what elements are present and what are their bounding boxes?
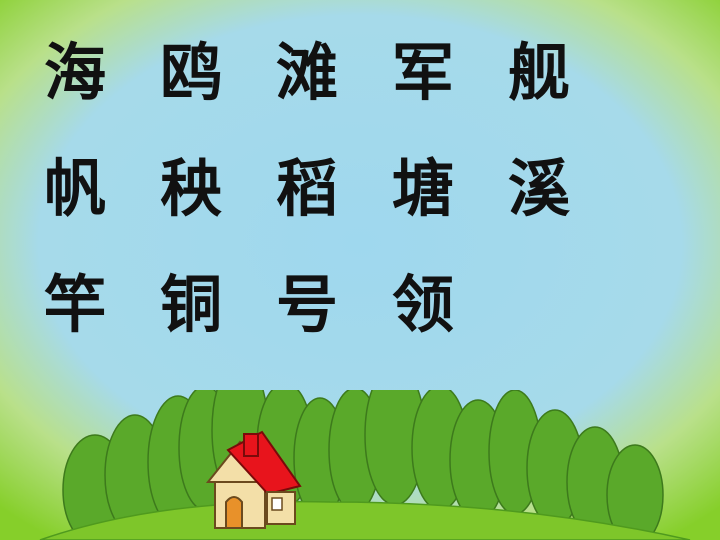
- vocab-char: 帆: [44, 152, 107, 225]
- vocab-char: 竿: [44, 268, 107, 341]
- vocab-char: 溪: [508, 152, 571, 225]
- vocab-char: 号: [276, 268, 339, 341]
- vocab-char: 铜: [160, 268, 223, 341]
- house-illustration: [205, 430, 302, 529]
- vocab-char: 塘: [392, 152, 455, 225]
- grass-hill: [39, 500, 691, 540]
- vocab-char: 领: [392, 268, 455, 341]
- vocab-char: 海: [44, 36, 107, 109]
- vocab-char: 滩: [276, 36, 339, 109]
- vocab-char: 稻: [276, 152, 339, 225]
- landscape-illustration: [39, 390, 691, 540]
- vocab-char: 舰: [508, 36, 571, 109]
- vocab-char: 军: [392, 36, 455, 109]
- vocab-char: 鸥: [160, 36, 223, 109]
- vocab-char: 秧: [160, 152, 223, 225]
- vocabulary-grid: 海 鸥 滩 军 舰 帆 秧 稻 塘 溪 竿 铜 号 领: [44, 38, 684, 340]
